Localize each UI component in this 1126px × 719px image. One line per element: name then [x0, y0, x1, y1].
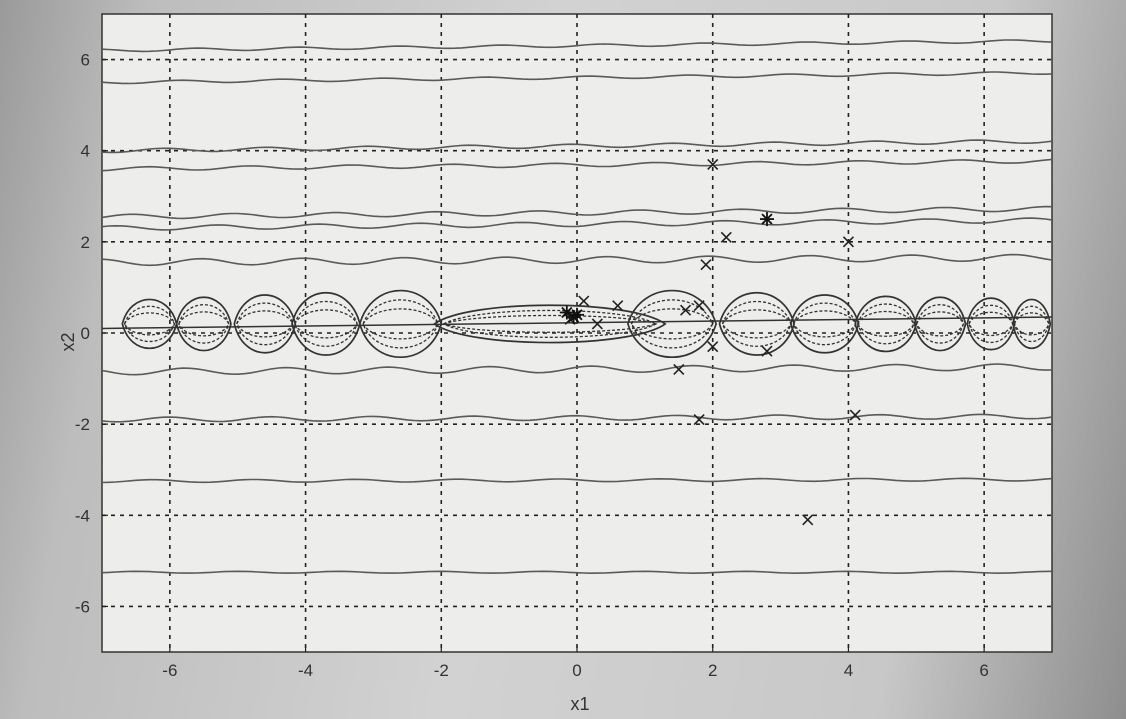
separatrix-lobe	[178, 311, 230, 337]
x-marker	[578, 295, 590, 307]
x-marker	[612, 300, 624, 312]
x-marker	[802, 514, 814, 526]
x-marker-stroke	[578, 295, 590, 307]
separatrix-lobe	[792, 302, 857, 346]
x-marker-stroke	[842, 236, 854, 248]
x-tick-label: 0	[572, 661, 581, 680]
y-tick-label: 4	[81, 142, 90, 161]
separatrix-lobe	[442, 309, 658, 338]
separatrix-lobe	[293, 309, 358, 339]
x-marker-stroke	[591, 318, 603, 330]
flow-line	[101, 71, 1053, 85]
x-marker	[707, 158, 719, 170]
x-marker-stroke	[693, 414, 705, 426]
flow-line	[101, 205, 1053, 220]
x-marker	[700, 259, 712, 271]
x-tick-label: -6	[162, 661, 177, 680]
y-axis-label: x2	[58, 332, 78, 351]
separatrix-lobe	[630, 308, 714, 340]
x-marker	[707, 341, 719, 353]
x-marker	[849, 409, 861, 421]
y-tick-label: -4	[75, 506, 90, 525]
x-marker-stroke	[612, 300, 624, 312]
x-tick-label: 2	[708, 661, 717, 680]
x-marker	[693, 414, 705, 426]
star-marker	[566, 310, 581, 325]
flow-line	[101, 477, 1053, 484]
x-axis-label: x1	[570, 694, 589, 714]
x-tick-label: -2	[434, 661, 449, 680]
y-tick-label: 0	[81, 324, 90, 343]
flow-line	[101, 139, 1053, 154]
separatrix-lobe	[123, 312, 176, 336]
ticks: -6 -4 -2 0 2 4 6 -6 -4 -2 0 2 4 6	[75, 51, 989, 680]
x-marker-stroke	[707, 158, 719, 170]
flow-line	[101, 413, 1053, 423]
separatrix-lobe	[1013, 305, 1050, 342]
separatrix-lobe	[627, 289, 717, 358]
x-marker	[761, 345, 773, 357]
x-marker	[680, 304, 692, 316]
y-tick-label: -6	[75, 597, 90, 616]
flow-line	[101, 570, 1053, 575]
star-marker-stroke	[761, 213, 773, 225]
x-marker-stroke	[700, 259, 712, 271]
x-marker-stroke	[761, 345, 773, 357]
star-marker-stroke	[561, 306, 573, 319]
flow-line	[101, 158, 1053, 172]
separatrix-lobe	[362, 299, 439, 349]
separatrix-lobe	[915, 311, 965, 337]
separatrix-lobe	[913, 296, 967, 352]
plot-content	[101, 39, 1053, 575]
flow-line	[101, 39, 1053, 53]
separatrix-lobe	[236, 310, 294, 338]
x-tick-label: 4	[844, 661, 853, 680]
x-marker	[842, 236, 854, 248]
separatrix-lobe	[1013, 312, 1050, 336]
x-marker-stroke	[802, 514, 814, 526]
separatrix-lobe	[1012, 298, 1052, 350]
y-tick-label: -2	[75, 415, 90, 434]
x-marker-stroke	[849, 409, 861, 421]
y-tick-label: 6	[81, 51, 90, 70]
separatrix-lobe	[178, 304, 230, 344]
separatrix-lobe	[175, 296, 232, 352]
separatrix-lobe	[789, 294, 860, 354]
y-tick-label: 2	[81, 233, 90, 252]
x-tick-label: 6	[979, 661, 988, 680]
x-tick-label: -4	[298, 661, 313, 680]
separatrix-lobe	[630, 299, 714, 349]
x-marker	[591, 318, 603, 330]
separatrix-lobe	[433, 304, 667, 344]
flow-line	[101, 217, 1053, 231]
x-marker	[673, 363, 685, 376]
x-marker-stroke	[720, 231, 732, 243]
separatrix-lobe	[856, 303, 915, 345]
x-marker-stroke	[707, 341, 719, 353]
separatrix-lobe	[441, 314, 658, 333]
x-marker-stroke	[673, 363, 685, 376]
separatrix-lobe	[236, 302, 294, 346]
star-marker-stroke	[568, 311, 580, 323]
separatrix-lobe	[915, 304, 965, 344]
center-line	[101, 316, 1053, 330]
x-marker	[693, 300, 705, 312]
flow-line	[101, 253, 1053, 267]
star-marker	[760, 212, 774, 227]
x-marker	[720, 231, 732, 243]
separatrix-lobe	[856, 310, 915, 337]
flow-line	[101, 363, 1053, 376]
x-marker-stroke	[680, 304, 692, 316]
x-marker-stroke	[693, 300, 705, 312]
